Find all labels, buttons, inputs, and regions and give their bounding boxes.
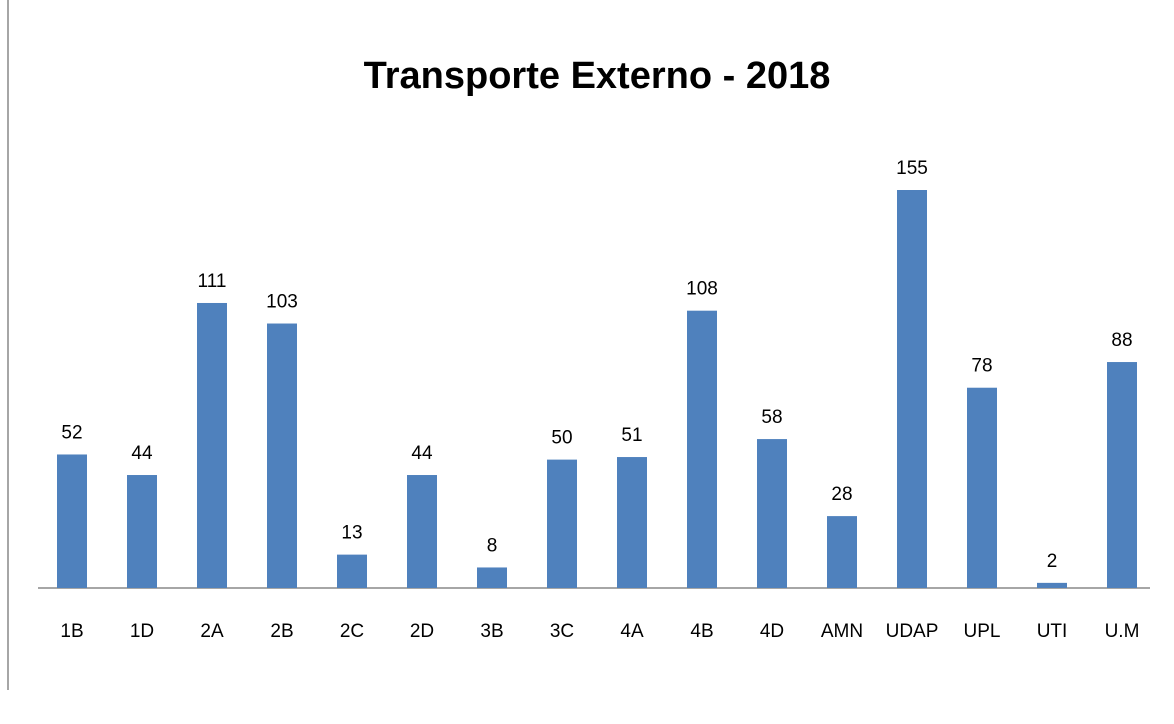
value-label: 44 [131, 443, 153, 464]
value-label: 44 [411, 443, 433, 464]
value-label: 78 [971, 356, 992, 377]
value-label: 2 [1047, 551, 1058, 572]
bar [967, 387, 997, 588]
bar [57, 454, 87, 588]
x-tick-label: 2B [270, 621, 293, 642]
bar [337, 554, 367, 588]
value-label: 28 [831, 484, 852, 505]
value-label: 50 [551, 428, 572, 449]
x-tick-label: UTI [1037, 621, 1068, 642]
x-tick-label: 3B [480, 621, 503, 642]
value-label: 155 [896, 158, 928, 179]
value-label: 8 [487, 535, 498, 556]
x-tick-label: 1D [130, 621, 154, 642]
bar [897, 190, 927, 588]
chart-title: Transporte Externo - 2018 [364, 55, 831, 97]
value-label: 51 [621, 425, 642, 446]
x-tick-label: UDAP [886, 621, 939, 642]
x-tick-label: 3C [550, 621, 574, 642]
x-tick-label: 4D [760, 621, 784, 642]
bar [687, 310, 717, 588]
bar [757, 439, 787, 588]
x-tick-label: 2D [410, 621, 434, 642]
bar [1107, 362, 1137, 588]
bar [477, 567, 507, 588]
x-tick-label: 4A [620, 621, 644, 642]
value-label: 103 [266, 292, 298, 313]
value-label: 88 [1111, 330, 1132, 351]
bar [827, 516, 857, 588]
value-label: 58 [761, 407, 782, 428]
x-tick-label: 2C [340, 621, 364, 642]
value-label: 108 [686, 279, 718, 300]
bar [197, 302, 227, 588]
x-tick-label: 1B [60, 621, 83, 642]
x-tick-label: UPL [964, 621, 1001, 642]
value-label: 52 [61, 422, 82, 443]
bar [1037, 582, 1067, 588]
bar [127, 475, 157, 588]
value-label: 111 [198, 271, 227, 292]
value-label: 13 [341, 523, 362, 544]
bar [547, 459, 577, 588]
bar [617, 457, 647, 588]
x-tick-label: U.M [1105, 621, 1140, 642]
bar [407, 475, 437, 588]
x-tick-label: 4B [690, 621, 713, 642]
x-tick-label: AMN [821, 621, 863, 642]
x-tick-label: 2A [200, 621, 224, 642]
bar [267, 323, 297, 588]
